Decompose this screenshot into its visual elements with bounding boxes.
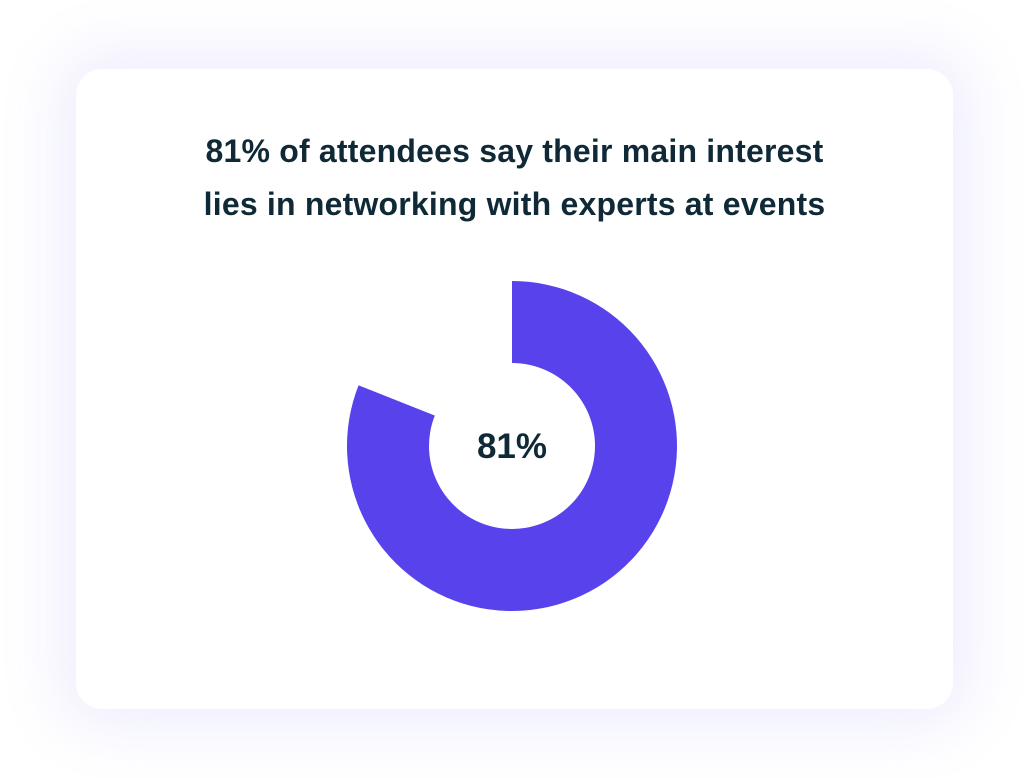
donut-slice-1 <box>347 281 677 611</box>
donut-slice-2 <box>358 281 512 416</box>
donut-center-label: 81% <box>477 427 547 466</box>
chart-title-line-2: lies in networking with experts at event… <box>203 186 826 222</box>
donut-slices <box>347 281 677 611</box>
donut-chart: 81% <box>347 281 677 611</box>
chart-card: 81% of attendees say their main interest… <box>76 69 953 709</box>
chart-title-line-1: 81% of attendees say their main interest <box>205 133 824 169</box>
chart-title: 81% of attendees say their main interest… <box>76 125 953 231</box>
